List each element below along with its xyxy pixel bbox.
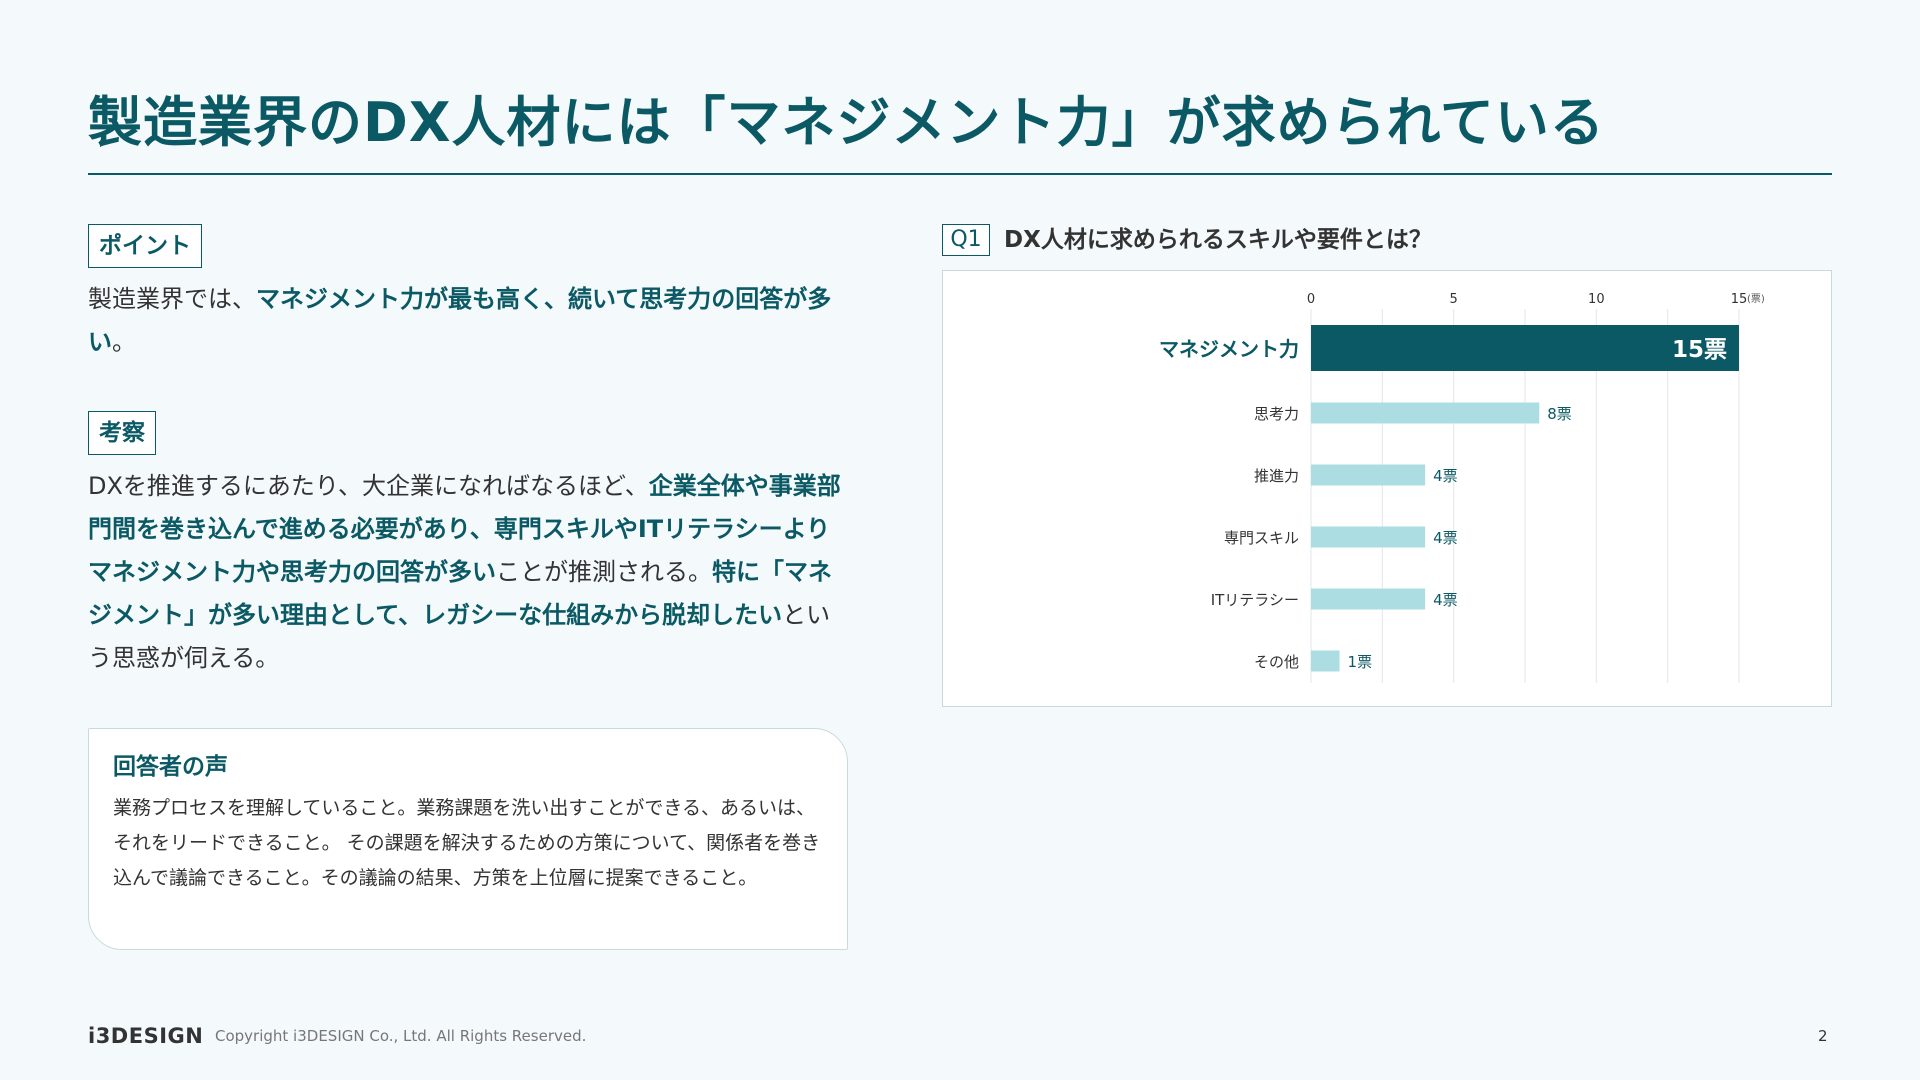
respondent-voice-card: 回答者の声 業務プロセスを理解していること。業務課題を洗い出すことができる、ある… bbox=[88, 728, 848, 950]
title-divider bbox=[88, 173, 1832, 175]
respondent-voice-title: 回答者の声 bbox=[113, 754, 228, 780]
x-axis-unit: (票) bbox=[1747, 293, 1765, 305]
insight-text-emphasis-2: 特に「マネジメント」が多い理由として、レガシーな仕組みから脱却したい bbox=[88, 558, 832, 629]
question-text: DX人材に求められるスキルや要件とは？ bbox=[1004, 227, 1432, 253]
category-label: その他 bbox=[1254, 653, 1299, 671]
chart-panel: 0 5 10 15 (票) マネジメント力 15票 思考力 8票 推進力 4票 専門スキル 4票 ITリテ… bbox=[942, 270, 1832, 707]
category-label: 専門スキル bbox=[1224, 529, 1299, 547]
insight-text-emphasis-1: 企業全体や事業部門間を巻き込んで進める必要があり、専門スキルやITリテラシーより… bbox=[88, 472, 841, 586]
company-logo: i3DESIGN bbox=[88, 1024, 204, 1048]
category-label: ITリテラシー bbox=[1211, 591, 1299, 609]
insight-tag: 考察 bbox=[88, 411, 156, 455]
page-title: 製造業界のDX人材には「マネジメント力」が求められている bbox=[88, 91, 1605, 154]
insight-text-normal-1: DXを推進するにあたり、大企業になればなるほど、 bbox=[88, 472, 649, 500]
bar bbox=[1311, 588, 1426, 610]
data-label: 4票 bbox=[1433, 591, 1458, 609]
bar bbox=[1311, 402, 1540, 424]
point-text: 製造業界では、マネジメント力が最も高く、続いて思考力の回答が多い。 bbox=[88, 278, 848, 364]
x-tick-label: 15 bbox=[1731, 292, 1748, 307]
data-label: 8票 bbox=[1547, 405, 1572, 423]
point-text-normal: 製造業界では、 bbox=[88, 285, 256, 313]
bar bbox=[1311, 464, 1426, 486]
category-label: 推進力 bbox=[1254, 467, 1299, 485]
data-label: 4票 bbox=[1433, 529, 1458, 547]
respondent-voice-text: 業務プロセスを理解していること。業務課題を洗い出すことができる、あるいは、それを… bbox=[113, 797, 821, 889]
x-tick-label: 0 bbox=[1307, 292, 1315, 307]
insight-text-normal-3: という思惑が伺える。 bbox=[88, 601, 831, 672]
question-number-tag: Q1 bbox=[942, 224, 990, 256]
point-text-end: 。 bbox=[112, 328, 136, 356]
bar bbox=[1311, 650, 1340, 672]
data-label: 15票 bbox=[1672, 337, 1727, 363]
copyright-text: Copyright i3DESIGN Co., Ltd. All Rights … bbox=[215, 1027, 587, 1045]
x-tick-label: 10 bbox=[1588, 292, 1605, 307]
data-label: 1票 bbox=[1348, 653, 1373, 671]
category-label: マネジメント力 bbox=[1159, 337, 1299, 361]
bar bbox=[1311, 325, 1739, 371]
point-tag: ポイント bbox=[88, 224, 202, 268]
point-text-emphasis: マネジメント力が最も高く、続いて思考力の回答が多い bbox=[88, 285, 832, 356]
x-tick-label: 5 bbox=[1450, 292, 1458, 307]
page-number: 2 bbox=[1818, 1027, 1828, 1045]
insight-text-normal-2: ことが推測される。 bbox=[496, 558, 712, 586]
category-label: 思考力 bbox=[1254, 405, 1299, 423]
insight-text: DXを推進するにあたり、大企業になればなるほど、企業全体や事業部門間を巻き込んで… bbox=[88, 465, 848, 680]
bar bbox=[1311, 526, 1426, 548]
data-label: 4票 bbox=[1433, 467, 1458, 485]
